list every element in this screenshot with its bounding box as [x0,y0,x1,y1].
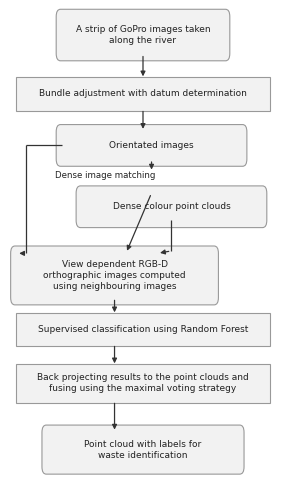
FancyBboxPatch shape [76,186,267,228]
Text: Supervised classification using Random Forest: Supervised classification using Random F… [38,325,248,334]
FancyBboxPatch shape [16,313,270,346]
Text: Point cloud with labels for
waste identification: Point cloud with labels for waste identi… [84,439,202,460]
Text: Dense image matching: Dense image matching [55,171,155,181]
Text: Back projecting results to the point clouds and
fusing using the maximal voting : Back projecting results to the point clo… [37,373,249,394]
Text: View dependent RGB-D
orthographic images computed
using neighbouring images: View dependent RGB-D orthographic images… [43,260,186,291]
FancyBboxPatch shape [16,77,270,111]
Text: Orientated images: Orientated images [109,141,194,150]
Text: Bundle adjustment with datum determination: Bundle adjustment with datum determinati… [39,90,247,98]
Text: A strip of GoPro images taken
along the river: A strip of GoPro images taken along the … [76,25,210,45]
FancyBboxPatch shape [16,364,270,403]
FancyBboxPatch shape [42,425,244,474]
FancyBboxPatch shape [56,9,230,61]
FancyBboxPatch shape [56,124,247,166]
FancyBboxPatch shape [11,246,219,305]
Text: Dense colour point clouds: Dense colour point clouds [113,202,230,211]
